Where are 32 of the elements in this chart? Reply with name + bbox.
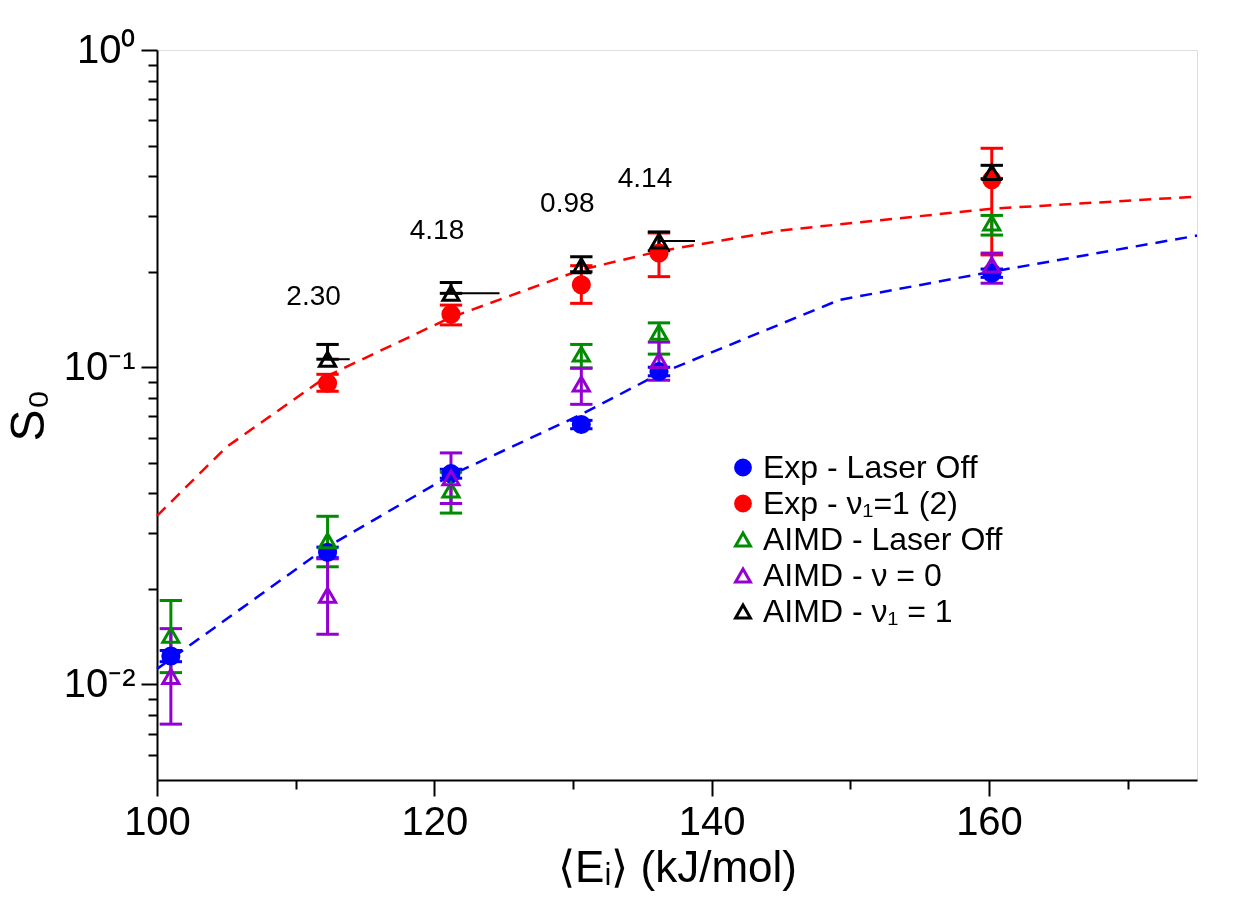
y-tick-label: 10⁻¹ bbox=[63, 343, 136, 388]
point bbox=[161, 667, 181, 685]
point bbox=[649, 352, 669, 370]
annotation: 2.30 bbox=[286, 280, 341, 312]
legend-label: AIMD - ν = 0 bbox=[763, 556, 942, 593]
annotation: 0.98 bbox=[540, 186, 595, 218]
annotation: 4.14 bbox=[617, 162, 673, 193]
point bbox=[571, 275, 591, 295]
point bbox=[318, 350, 338, 368]
y-axis-title: S₀ bbox=[0, 389, 54, 442]
point bbox=[441, 469, 461, 487]
legend-label: Exp - ν₁=1 (2) bbox=[763, 484, 958, 521]
y-tick-label: 10⁻² bbox=[63, 661, 136, 705]
point bbox=[571, 375, 591, 393]
point bbox=[982, 214, 1002, 232]
x-axis-title: ⟨Eᵢ⟩ (kJ/mol) bbox=[558, 841, 797, 891]
legend-label: AIMD - ν₁ = 1 bbox=[763, 592, 953, 629]
point bbox=[571, 414, 591, 435]
x-tick-label: 100 bbox=[124, 798, 191, 843]
x-tick-label: 120 bbox=[401, 798, 469, 843]
y-tick-label: 10⁰ bbox=[77, 26, 136, 71]
legend-label: AIMD - Laser Off bbox=[763, 520, 1003, 557]
annotation: 4.18 bbox=[409, 214, 465, 246]
point bbox=[571, 345, 591, 363]
legend-label: Exp - Laser Off bbox=[763, 448, 978, 485]
x-tick-label: 140 bbox=[678, 798, 746, 843]
point bbox=[161, 626, 181, 644]
x-tick-label: 160 bbox=[956, 798, 1023, 843]
point bbox=[318, 532, 338, 550]
point bbox=[982, 256, 1002, 274]
point bbox=[318, 586, 338, 604]
point bbox=[649, 323, 669, 341]
